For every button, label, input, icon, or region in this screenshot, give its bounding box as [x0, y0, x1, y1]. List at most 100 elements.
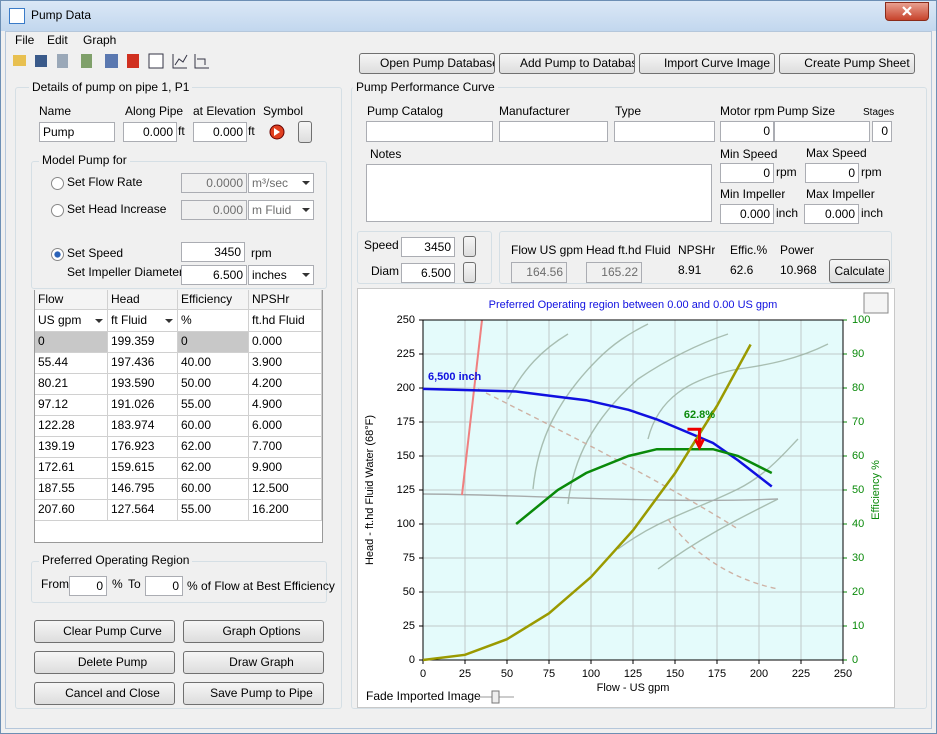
radio-button[interactable]: [51, 177, 64, 190]
graph-icon[interactable]: [172, 54, 188, 69]
type-input[interactable]: [614, 121, 715, 142]
along-input[interactable]: 0.000: [123, 122, 177, 142]
table-cell[interactable]: 146.795: [108, 479, 178, 500]
image-icon[interactable]: [105, 54, 118, 68]
table-cell[interactable]: 0: [178, 332, 249, 353]
table-cell[interactable]: 55.44: [35, 353, 108, 374]
table-cell[interactable]: 4.200: [249, 374, 322, 395]
option-input[interactable]: 0.0000: [181, 173, 247, 193]
table-cell[interactable]: 122.28: [35, 416, 108, 437]
menu-item[interactable]: File: [15, 33, 35, 47]
table-cell[interactable]: 176.923: [108, 437, 178, 458]
arrow-icon: [302, 208, 310, 212]
table-cell[interactable]: 0.000: [249, 332, 322, 353]
spinner[interactable]: [463, 262, 476, 283]
table-cell[interactable]: 62.00: [178, 458, 249, 479]
action-button[interactable]: Graph Options: [183, 620, 324, 643]
menu-item[interactable]: Edit: [47, 33, 68, 47]
table-cell[interactable]: 6.000: [249, 416, 322, 437]
toolbar-button[interactable]: Create Pump Sheet: [779, 53, 915, 74]
action-button[interactable]: Draw Graph: [183, 651, 324, 674]
motor-input[interactable]: 0: [720, 121, 774, 142]
elevation-input[interactable]: 0.000: [193, 122, 247, 142]
table-cell[interactable]: 159.615: [108, 458, 178, 479]
open-icon[interactable]: [13, 55, 26, 66]
catalog-input[interactable]: [366, 121, 493, 142]
table-cell[interactable]: 193.590: [108, 374, 178, 395]
unit-dropdown[interactable]: inches: [248, 265, 314, 285]
toolbar-button[interactable]: Import Curve Image: [639, 53, 775, 74]
manufacturer-input[interactable]: [499, 121, 608, 142]
to-input[interactable]: 0: [145, 576, 183, 596]
db-add-icon[interactable]: [81, 54, 92, 68]
action-button[interactable]: Save Pump to Pipe: [183, 682, 324, 705]
db-icon[interactable]: [57, 54, 68, 68]
name-input[interactable]: Pump: [39, 122, 115, 142]
min-speed-input[interactable]: 0: [720, 163, 774, 183]
x-tick-label: 100: [582, 668, 600, 680]
menu-item[interactable]: Graph: [83, 33, 117, 47]
table-cell[interactable]: 199.359: [108, 332, 178, 353]
table-cell[interactable]: 139.19: [35, 437, 108, 458]
table-cell[interactable]: 97.12: [35, 395, 108, 416]
size-input[interactable]: [774, 121, 870, 142]
table-cell[interactable]: 207.60: [35, 500, 108, 521]
stages-input[interactable]: 0: [872, 121, 892, 142]
toolbar-button[interactable]: Open Pump Database: [359, 53, 495, 74]
table-cell[interactable]: 12.500: [249, 479, 322, 500]
table-cell[interactable]: 50.00: [178, 374, 249, 395]
from-input[interactable]: 0: [69, 576, 107, 596]
table-cell[interactable]: 0: [35, 332, 108, 353]
notes-input[interactable]: [366, 164, 712, 222]
table-cell[interactable]: 80.21: [35, 374, 108, 395]
option-input[interactable]: 6.500: [181, 265, 247, 285]
options-icon[interactable]: [148, 53, 164, 69]
table-cell[interactable]: 62.00: [178, 437, 249, 458]
unit-dropdown[interactable]: m³/sec: [248, 173, 314, 193]
label: Diam: [371, 264, 400, 278]
min-impeller-input[interactable]: 0.000: [720, 204, 774, 224]
action-button[interactable]: Delete Pump: [34, 651, 175, 674]
results-frame: [499, 231, 892, 284]
table-cell[interactable]: 187.55: [35, 479, 108, 500]
close-button[interactable]: [885, 2, 929, 21]
table-cell[interactable]: 4.900: [249, 395, 322, 416]
table-cell[interactable]: 183.974: [108, 416, 178, 437]
table-cell[interactable]: 60.00: [178, 479, 249, 500]
max-impeller-input[interactable]: 0.000: [804, 204, 859, 224]
table-cell[interactable]: 197.436: [108, 353, 178, 374]
table-cell[interactable]: 127.564: [108, 500, 178, 521]
chart-image-button[interactable]: [863, 292, 889, 314]
radio-button[interactable]: [51, 204, 64, 217]
result-box: 165.22: [586, 262, 642, 283]
action-button[interactable]: Cancel and Close: [34, 682, 175, 705]
max-speed-input[interactable]: 0: [805, 163, 859, 183]
table-cell[interactable]: 191.026: [108, 395, 178, 416]
table-cell[interactable]: 7.700: [249, 437, 322, 458]
x-tick-label: 225: [792, 668, 810, 680]
action-button[interactable]: Clear Pump Curve: [34, 620, 175, 643]
calculate-button[interactable]: Calculate: [829, 259, 890, 283]
unit-dropdown[interactable]: m Fluid: [248, 200, 314, 220]
pdf-icon[interactable]: [127, 54, 139, 68]
save-icon[interactable]: [35, 55, 47, 67]
table-cell[interactable]: 40.00: [178, 353, 249, 374]
table-cell[interactable]: 172.61: [35, 458, 108, 479]
table-cell[interactable]: 60.00: [178, 416, 249, 437]
option-input[interactable]: 3450: [181, 242, 245, 262]
radio-button[interactable]: [51, 248, 64, 261]
toolbar-button[interactable]: Add Pump to Database: [499, 53, 635, 74]
spinner[interactable]: [298, 121, 312, 143]
table-cell[interactable]: 16.200: [249, 500, 322, 521]
table-cell[interactable]: 9.900: [249, 458, 322, 479]
slider-icon[interactable]: [476, 689, 516, 705]
graph2-icon[interactable]: [194, 54, 209, 69]
table-cell[interactable]: 55.00: [178, 395, 249, 416]
curve: [515, 447, 773, 525]
table-cell[interactable]: 55.00: [178, 500, 249, 521]
option-input[interactable]: 0.000: [181, 200, 247, 220]
speed-input[interactable]: 3450: [401, 237, 455, 257]
table-cell[interactable]: 3.900: [249, 353, 322, 374]
spinner[interactable]: [463, 236, 476, 257]
diam-input[interactable]: 6.500: [401, 263, 455, 283]
